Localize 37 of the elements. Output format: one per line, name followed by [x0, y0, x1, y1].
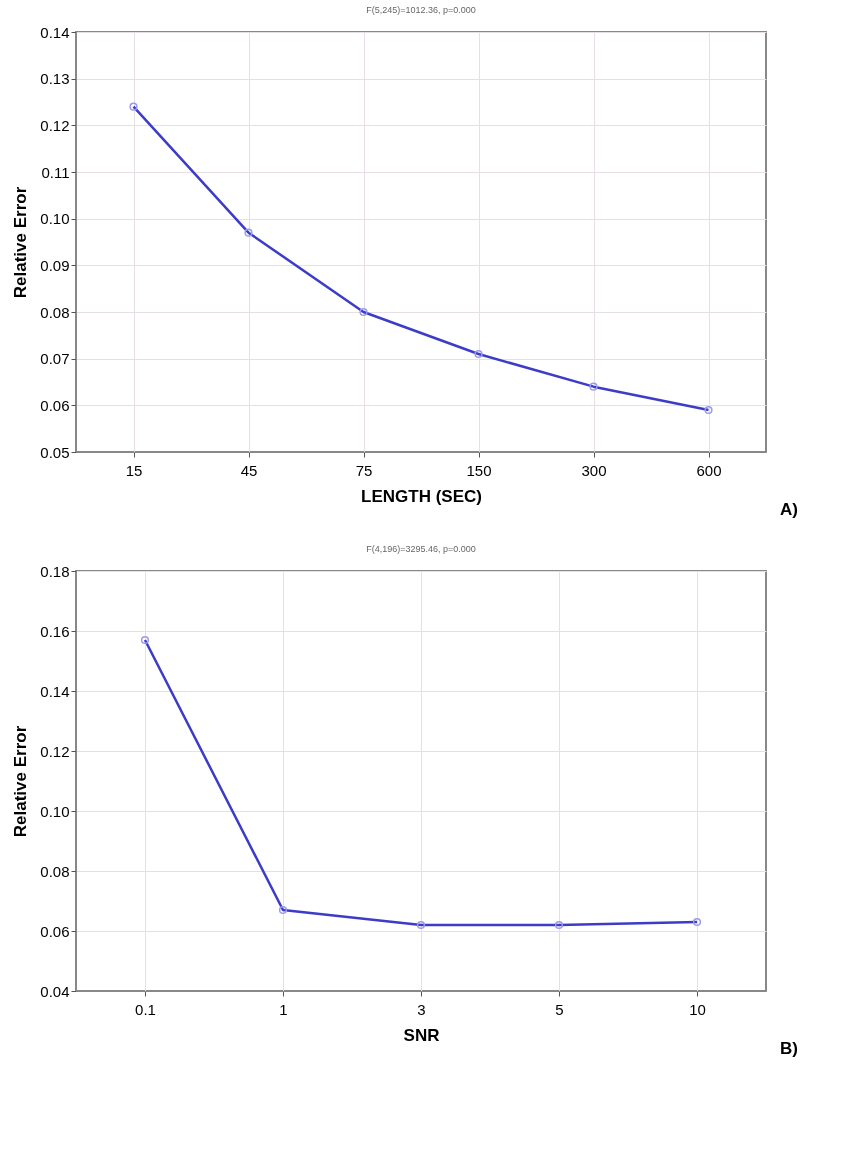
x-tick-label: 75 — [355, 461, 373, 479]
y-tick-label: 0.08 — [40, 862, 70, 880]
x-tick-label: 15 — [125, 461, 143, 479]
chart-title: F(4,196)=3295.46, p=0.000 — [366, 544, 476, 554]
y-tick-label: 0.14 — [40, 23, 70, 41]
x-axis-title: SNR — [403, 1025, 440, 1045]
x-tick-label: 300 — [581, 461, 607, 479]
y-tick-label: 0.12 — [40, 116, 70, 134]
text: B) — [780, 1039, 798, 1058]
y-tick-label: 0.10 — [40, 802, 70, 820]
y-tick-label: 0.11 — [41, 163, 70, 181]
y-tick-label: 0.10 — [40, 210, 70, 228]
y-tick-label: 0.13 — [40, 70, 70, 88]
chart-title: F(5,245)=1012.36, p=0.000 — [366, 5, 476, 15]
x-tick-label: 0.1 — [135, 1000, 156, 1018]
y-tick-label: 0.09 — [40, 256, 70, 274]
y-axis-title: Relative Error — [11, 725, 31, 838]
x-tick-label: 3 — [417, 1000, 426, 1018]
x-tick-label: 5 — [555, 1000, 564, 1018]
y-tick-label: 0.08 — [40, 303, 70, 321]
y-tick-label: 0.14 — [40, 682, 70, 700]
x-tick-label: 10 — [689, 1000, 706, 1018]
y-axis-title: Relative Error — [11, 186, 31, 299]
y-tick-label: 0.04 — [40, 982, 70, 1000]
x-tick-label: 600 — [696, 461, 722, 479]
y-tick-label: 0.16 — [40, 622, 70, 640]
x-tick-label: 1 — [279, 1000, 288, 1018]
x-tick-label: 150 — [466, 461, 492, 479]
x-tick-label: 45 — [240, 461, 258, 479]
y-tick-label: 0.12 — [40, 742, 70, 760]
y-tick-label: 0.06 — [40, 396, 70, 414]
text: A) — [780, 500, 798, 519]
y-tick-label: 0.05 — [40, 443, 70, 461]
y-tick-label: 0.07 — [40, 350, 70, 368]
y-tick-label: 0.06 — [40, 922, 70, 940]
x-axis-title: LENGTH (SEC) — [361, 486, 482, 506]
y-tick-label: 0.18 — [40, 562, 70, 580]
